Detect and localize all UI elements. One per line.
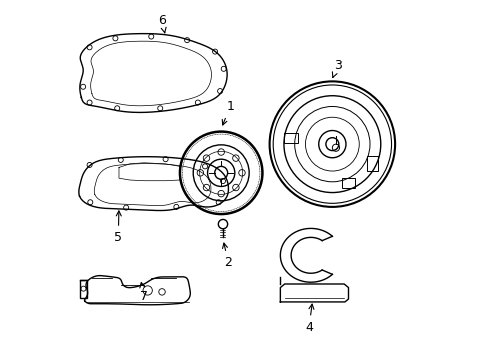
Text: 6: 6 — [158, 14, 166, 33]
Text: 1: 1 — [222, 100, 234, 125]
Bar — [80, 280, 87, 298]
Text: 7: 7 — [140, 283, 148, 303]
Text: 3: 3 — [332, 59, 341, 77]
Text: 2: 2 — [222, 243, 232, 269]
Bar — [366, 156, 377, 171]
Text: 4: 4 — [305, 304, 313, 333]
Text: 5: 5 — [114, 211, 122, 244]
Bar — [284, 134, 297, 143]
Bar — [342, 178, 355, 188]
